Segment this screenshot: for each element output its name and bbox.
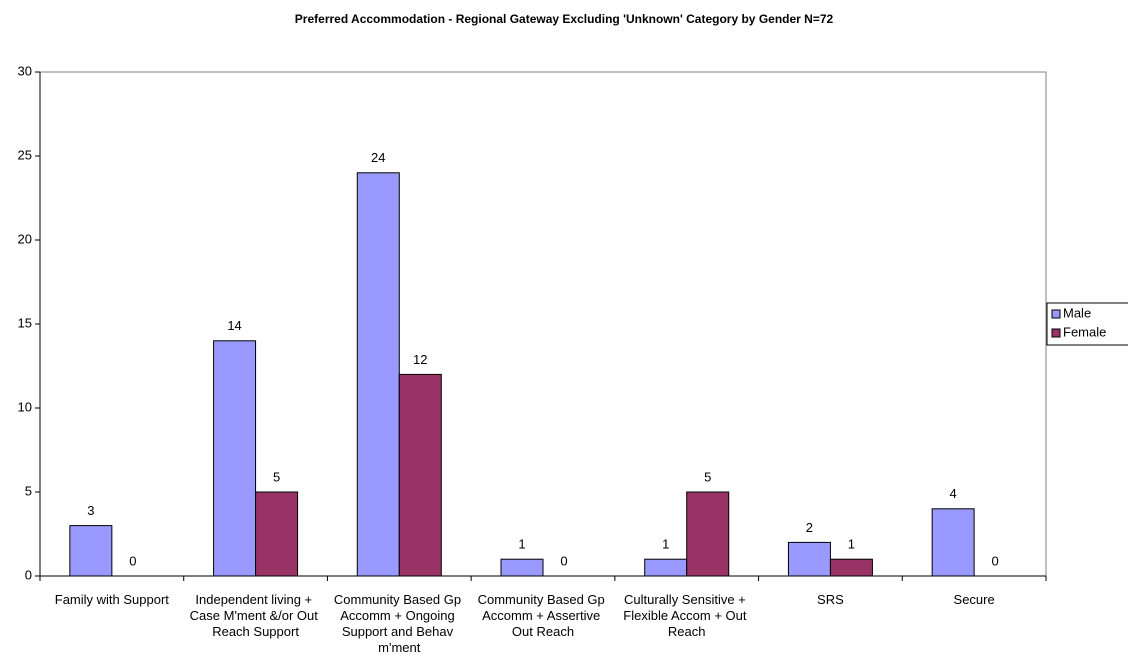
x-tick-label: Culturally Sensitive + Flexible Accom + … <box>623 592 750 639</box>
x-tick-label: Community Based Gp Accomm + Ongoing Supp… <box>334 592 465 655</box>
bar <box>644 558 688 577</box>
x-tick-label: SRS <box>817 592 844 607</box>
bar <box>356 172 400 577</box>
y-tick-label: 15 <box>18 315 32 330</box>
data-label: 1 <box>518 537 525 552</box>
x-tick-label: Secure <box>954 592 995 607</box>
data-label: 0 <box>560 553 567 568</box>
data-label: 24 <box>371 150 385 165</box>
bar <box>787 541 831 577</box>
x-tick-label: Independent living + Case M'ment &/or Ou… <box>190 592 322 639</box>
data-label: 0 <box>129 553 136 568</box>
bar <box>213 340 257 577</box>
legend-label: Male <box>1063 305 1091 320</box>
legend: Male Female <box>1046 302 1128 346</box>
bar <box>398 373 442 577</box>
y-tick-label: 0 <box>25 567 32 582</box>
y-tick-label: 5 <box>25 483 32 498</box>
bar <box>255 491 299 577</box>
bar <box>686 491 730 577</box>
bar <box>829 558 873 577</box>
y-tick-label: 20 <box>18 231 32 246</box>
legend-box <box>1046 302 1128 346</box>
x-tick-label: Community Based Gp Accomm + Assertive Ou… <box>478 592 609 639</box>
y-tick-label: 10 <box>18 399 32 414</box>
data-label: 1 <box>662 537 669 552</box>
data-label: 2 <box>806 520 813 535</box>
data-label: 3 <box>87 503 94 518</box>
bar <box>69 525 113 577</box>
data-label: 0 <box>992 553 999 568</box>
legend-label: Female <box>1063 324 1106 339</box>
data-label: 1 <box>848 537 855 552</box>
y-tick-label: 30 <box>18 63 32 78</box>
data-label: 5 <box>704 469 711 484</box>
legend-swatch <box>1051 309 1061 319</box>
bar <box>500 558 544 577</box>
data-label: 12 <box>413 352 427 367</box>
data-label: 4 <box>950 486 957 501</box>
data-label: 5 <box>273 469 280 484</box>
chart-title: Preferred Accommodation - Regional Gatew… <box>295 12 834 26</box>
bar <box>931 508 975 577</box>
legend-swatch <box>1051 328 1061 338</box>
x-tick-label: Family with Support <box>55 592 170 607</box>
plot-area <box>39 71 1047 577</box>
y-tick-label: 25 <box>18 147 32 162</box>
data-label: 14 <box>227 318 241 333</box>
